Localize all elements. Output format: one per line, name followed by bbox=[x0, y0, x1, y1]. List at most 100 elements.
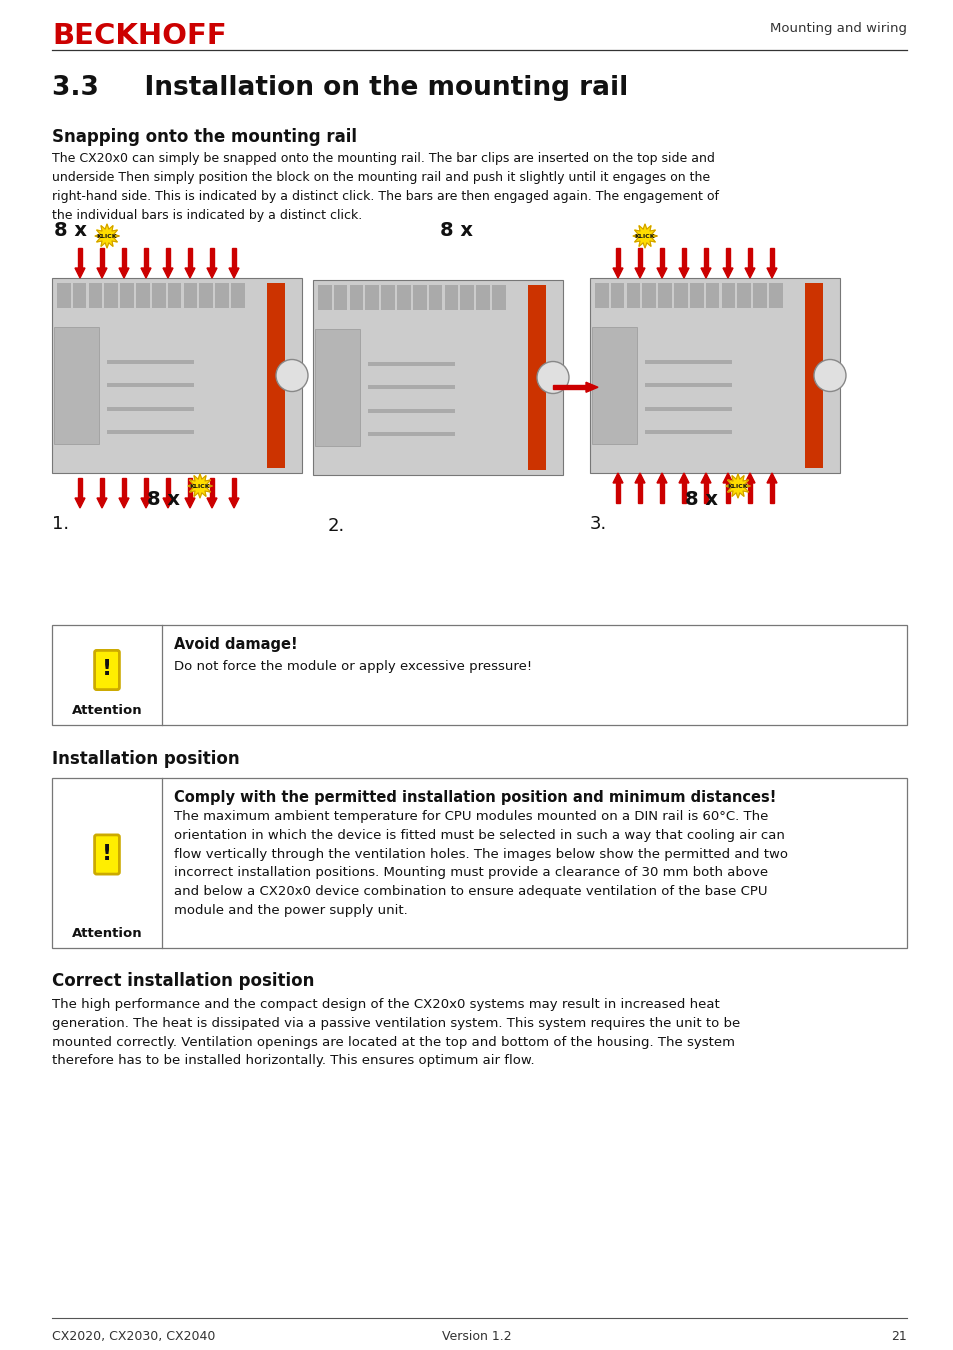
Polygon shape bbox=[185, 269, 194, 278]
Polygon shape bbox=[100, 248, 104, 269]
Bar bbox=[689, 284, 702, 308]
Polygon shape bbox=[700, 269, 710, 278]
Polygon shape bbox=[744, 269, 754, 278]
Bar bbox=[57, 284, 71, 308]
Bar bbox=[184, 284, 197, 308]
Polygon shape bbox=[207, 498, 216, 508]
Bar bbox=[107, 406, 194, 410]
Bar bbox=[492, 285, 505, 310]
Circle shape bbox=[537, 362, 568, 393]
Polygon shape bbox=[163, 269, 172, 278]
Bar bbox=[396, 285, 411, 310]
Bar bbox=[317, 285, 332, 310]
Polygon shape bbox=[657, 472, 666, 483]
Text: 2.: 2. bbox=[328, 517, 345, 535]
Text: 8 x: 8 x bbox=[684, 490, 718, 509]
Polygon shape bbox=[613, 269, 622, 278]
Bar bbox=[641, 284, 656, 308]
Bar bbox=[215, 284, 229, 308]
Bar bbox=[52, 278, 302, 472]
Text: Correct installation position: Correct installation position bbox=[52, 972, 314, 990]
Text: !: ! bbox=[102, 659, 112, 679]
Polygon shape bbox=[703, 248, 707, 269]
Text: 8 x: 8 x bbox=[54, 221, 87, 240]
Polygon shape bbox=[766, 269, 776, 278]
Bar bbox=[413, 285, 426, 310]
Polygon shape bbox=[119, 498, 129, 508]
Polygon shape bbox=[725, 483, 729, 504]
Bar bbox=[120, 284, 133, 308]
Bar bbox=[54, 327, 99, 444]
Bar bbox=[52, 778, 906, 948]
Polygon shape bbox=[144, 478, 148, 498]
Polygon shape bbox=[657, 269, 666, 278]
Polygon shape bbox=[616, 248, 619, 269]
Polygon shape bbox=[633, 224, 657, 248]
Bar bbox=[610, 284, 624, 308]
Bar bbox=[527, 285, 545, 470]
Polygon shape bbox=[210, 248, 213, 269]
Bar bbox=[658, 284, 671, 308]
Text: KLICK: KLICK bbox=[96, 234, 117, 239]
Text: Attention: Attention bbox=[71, 703, 142, 717]
Bar bbox=[476, 285, 490, 310]
Polygon shape bbox=[144, 248, 148, 269]
Bar bbox=[136, 284, 150, 308]
Text: Avoid damage!: Avoid damage! bbox=[173, 637, 297, 652]
Text: CX2020, CX2030, CX2040: CX2020, CX2030, CX2040 bbox=[52, 1330, 215, 1343]
Bar bbox=[368, 362, 455, 366]
Bar bbox=[674, 284, 687, 308]
Bar bbox=[737, 284, 750, 308]
Text: Installation position: Installation position bbox=[52, 751, 239, 768]
Polygon shape bbox=[166, 478, 170, 498]
Polygon shape bbox=[78, 248, 82, 269]
Polygon shape bbox=[166, 248, 170, 269]
Text: Version 1.2: Version 1.2 bbox=[442, 1330, 511, 1343]
Polygon shape bbox=[681, 483, 685, 504]
Text: KLICK: KLICK bbox=[727, 483, 747, 489]
Text: Comply with the permitted installation position and minimum distances!: Comply with the permitted installation p… bbox=[173, 790, 776, 805]
Polygon shape bbox=[635, 269, 644, 278]
Bar bbox=[705, 284, 719, 308]
Text: KLICK: KLICK bbox=[634, 234, 655, 239]
Polygon shape bbox=[163, 498, 172, 508]
Bar bbox=[168, 284, 181, 308]
Bar bbox=[753, 284, 766, 308]
Polygon shape bbox=[659, 248, 663, 269]
FancyBboxPatch shape bbox=[94, 651, 119, 690]
Polygon shape bbox=[747, 248, 751, 269]
Polygon shape bbox=[122, 248, 126, 269]
Bar bbox=[768, 284, 781, 308]
Bar bbox=[313, 279, 562, 475]
Polygon shape bbox=[769, 248, 773, 269]
Bar bbox=[365, 285, 378, 310]
Text: 8 x: 8 x bbox=[147, 490, 180, 509]
Bar bbox=[199, 284, 213, 308]
Polygon shape bbox=[725, 248, 729, 269]
Polygon shape bbox=[78, 478, 82, 498]
Bar bbox=[644, 360, 732, 363]
Bar bbox=[589, 278, 840, 472]
Polygon shape bbox=[119, 269, 129, 278]
Text: 8 x: 8 x bbox=[439, 221, 473, 240]
Polygon shape bbox=[681, 248, 685, 269]
Polygon shape bbox=[635, 472, 644, 483]
Bar bbox=[444, 285, 457, 310]
Polygon shape bbox=[638, 483, 641, 504]
Text: Snapping onto the mounting rail: Snapping onto the mounting rail bbox=[52, 128, 356, 146]
Polygon shape bbox=[722, 269, 732, 278]
Polygon shape bbox=[188, 474, 212, 498]
Text: 1.: 1. bbox=[52, 514, 69, 533]
Polygon shape bbox=[97, 269, 107, 278]
Text: 3.: 3. bbox=[589, 514, 607, 533]
Text: The maximum ambient temperature for CPU modules mounted on a DIN rail is 60°C. T: The maximum ambient temperature for CPU … bbox=[173, 810, 787, 917]
Text: 3.3     Installation on the mounting rail: 3.3 Installation on the mounting rail bbox=[52, 76, 628, 101]
Polygon shape bbox=[75, 269, 85, 278]
Polygon shape bbox=[100, 478, 104, 498]
Text: The high performance and the compact design of the CX20x0 systems may result in : The high performance and the compact des… bbox=[52, 998, 740, 1068]
Bar bbox=[595, 284, 608, 308]
Bar bbox=[368, 432, 455, 436]
Text: 21: 21 bbox=[890, 1330, 906, 1343]
Bar bbox=[334, 285, 347, 310]
Bar bbox=[107, 360, 194, 363]
